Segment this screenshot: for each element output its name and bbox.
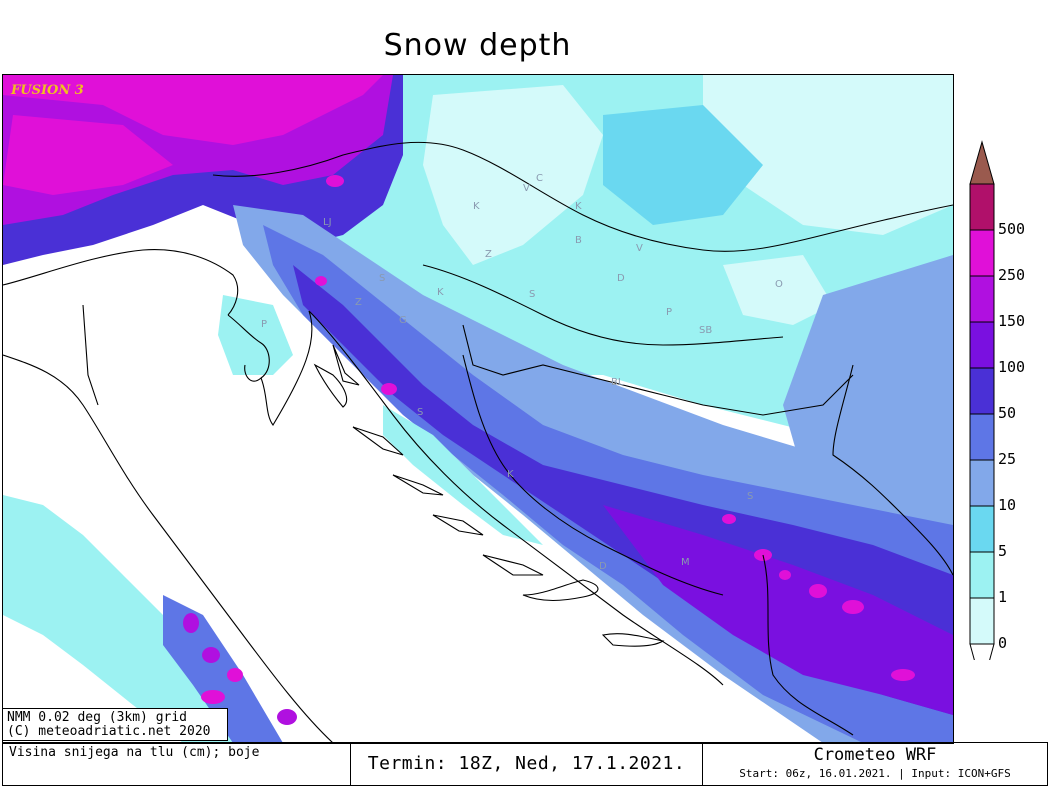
footer-bar: Visina snijega na tlu (cm); boje Termin:… (2, 742, 1048, 786)
legend-label: 250 (998, 266, 1026, 284)
place-label: D (617, 273, 625, 284)
place-label: P (261, 319, 267, 330)
place-label: LJ (323, 217, 332, 228)
place-label: S (379, 273, 385, 284)
legend-swatch (969, 275, 995, 323)
run-info: Start: 06z, 16.01.2021. | Input: ICON+GF… (739, 767, 1011, 780)
legend-label: 100 (998, 358, 1026, 376)
legend-over-triangle (969, 140, 995, 185)
coastlines-borders (3, 141, 953, 743)
forecast-termin: Termin: 18Z, Ned, 17.1.2021. (351, 743, 703, 785)
place-label: BL (611, 377, 624, 388)
snow-zone-istria-cyan (218, 295, 293, 375)
snow-zone-coast-cyan (383, 405, 543, 545)
legend-swatch (969, 367, 995, 415)
legend-swatch (969, 459, 995, 507)
legend-swatch (969, 505, 995, 553)
legend-label: 25 (998, 450, 1017, 468)
place-label: C (536, 173, 543, 184)
place-label: Z (355, 297, 362, 308)
snow-zone-lightest-center (723, 255, 833, 325)
legend-swatch (969, 413, 995, 461)
place-label: O (775, 279, 783, 290)
place-label: V (523, 183, 530, 194)
snow-zone-lightest-ne (703, 75, 953, 235)
legend-label: 5 (998, 542, 1008, 560)
chart-title: Snow depth (383, 28, 572, 63)
snow-zone-cyan-ring (603, 105, 763, 225)
legend-label: 1 (998, 588, 1008, 606)
legend-label: 150 (998, 312, 1026, 330)
place-label: K (473, 201, 480, 212)
snow-zone-dinaric-violet (603, 505, 953, 715)
snow-zone-alps-magenta (3, 75, 383, 145)
place-label: P (666, 307, 672, 318)
place-label: S (417, 407, 423, 418)
place-label: SB (699, 325, 712, 336)
model-tag: FUSION 3 (11, 83, 84, 98)
color-legend: 0 1 5 10 25 50 100 150 250 500 (968, 140, 1050, 660)
map-canvas: C V K K B Z LJ K S D V O P G P SB BL Z K… (3, 75, 953, 743)
legend-under-triangle (969, 643, 995, 660)
legend-label: 10 (998, 496, 1017, 514)
legend-swatch (969, 183, 995, 231)
snow-depth-map: C V K K B Z LJ K S D V O P G P SB BL Z K… (2, 74, 954, 744)
grid-resolution-text: NMM 0.02 deg (3km) grid (7, 710, 188, 725)
place-label: Z (485, 249, 492, 260)
place-label: S (529, 289, 535, 300)
legend-label: 500 (998, 220, 1026, 238)
legend-swatch (969, 551, 995, 599)
legend-swatch (969, 597, 995, 645)
place-label: G (399, 315, 407, 326)
grid-info-box: NMM 0.02 deg (3km) grid (C) meteoadriati… (2, 708, 228, 741)
legend-colorbar (969, 140, 995, 660)
brand-name: Crometeo WRF (813, 745, 937, 765)
legend-swatch (969, 321, 995, 369)
place-label: B (575, 235, 582, 246)
legend-swatch (969, 229, 995, 277)
snow-zone-steel-east (783, 255, 953, 515)
snow-hotspots (183, 175, 915, 725)
place-label: M (681, 557, 690, 568)
place-labels: C V K K B Z LJ K S D V O P G P SB BL Z K… (261, 173, 783, 572)
model-info: Crometeo WRF Start: 06z, 16.01.2021. | I… (703, 743, 1047, 785)
legend-label: 0 (998, 634, 1008, 652)
place-label: K (507, 469, 514, 480)
copyright-text: (C) meteoadriatic.net 2020 (7, 724, 211, 739)
place-label: D (599, 561, 607, 572)
snow-zone-alps-magenta-2 (3, 115, 173, 195)
variable-description: Visina snijega na tlu (cm); boje (3, 743, 351, 785)
place-label: K (437, 287, 444, 298)
legend-label: 50 (998, 404, 1017, 422)
place-label: V (636, 243, 643, 254)
place-label: K (575, 201, 582, 212)
place-label: S (747, 491, 753, 502)
